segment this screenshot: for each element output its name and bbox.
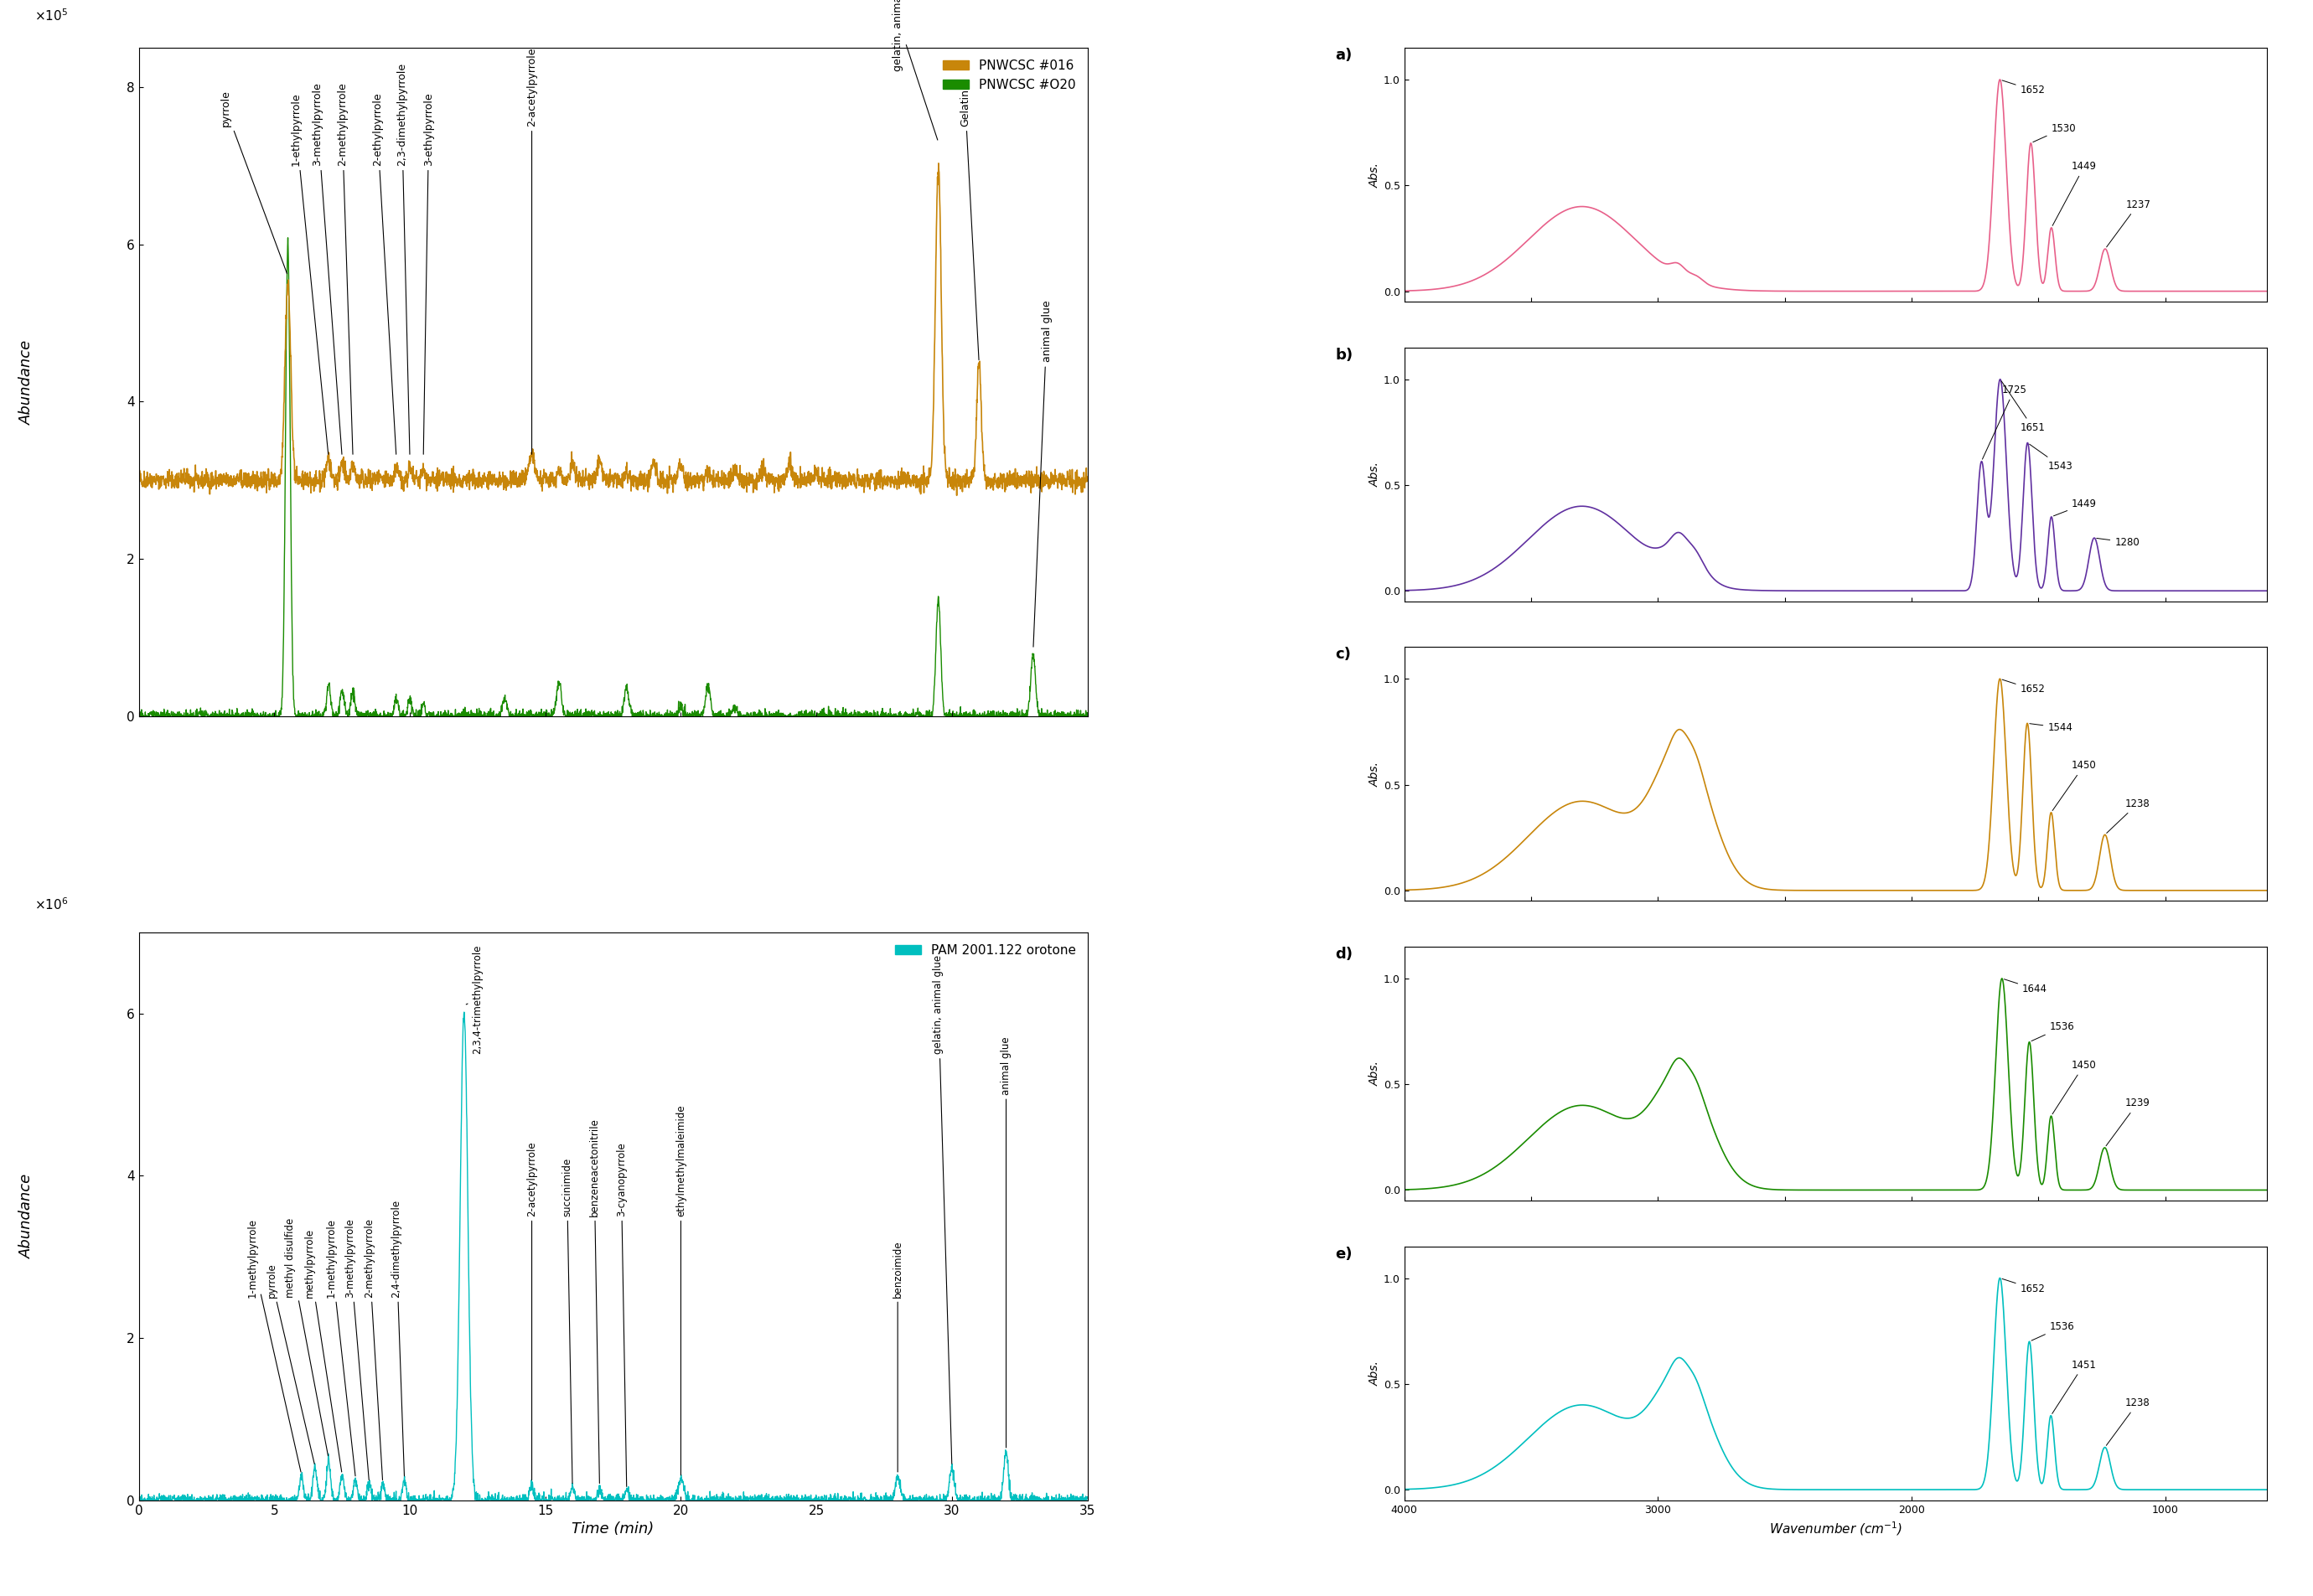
Text: 3-cyanopyrrole: 3-cyanopyrrole bbox=[615, 1141, 627, 1486]
Text: 1450: 1450 bbox=[2052, 1060, 2096, 1114]
Text: 2,3-dimethylpyrrole: 2,3-dimethylpyrrole bbox=[396, 62, 409, 455]
Text: succinimide: succinimide bbox=[562, 1157, 574, 1483]
Y-axis label: Abundance: Abundance bbox=[19, 340, 35, 425]
Y-axis label: Abs.: Abs. bbox=[1369, 163, 1381, 187]
Text: 1543: 1543 bbox=[2029, 444, 2072, 471]
Text: 2-ethylpyrrole: 2-ethylpyrrole bbox=[372, 93, 396, 455]
Text: 1536: 1536 bbox=[2031, 1021, 2075, 1041]
Text: d): d) bbox=[1335, 946, 1353, 962]
Text: 1449: 1449 bbox=[2054, 498, 2098, 516]
Text: ethylmethylmaleimide: ethylmethylmaleimide bbox=[675, 1104, 687, 1475]
Text: 1238: 1238 bbox=[2107, 1398, 2151, 1446]
Text: 1-methylpyrrole: 1-methylpyrrole bbox=[247, 1218, 301, 1472]
Legend: PNWCSC #016, PNWCSC #O20: PNWCSC #016, PNWCSC #O20 bbox=[939, 54, 1080, 96]
Text: b): b) bbox=[1335, 348, 1353, 362]
Text: 1651: 1651 bbox=[2001, 381, 2045, 434]
Y-axis label: Abs.: Abs. bbox=[1369, 461, 1381, 487]
Text: benzeneacetonitrile: benzeneacetonitrile bbox=[590, 1117, 599, 1483]
Text: 1544: 1544 bbox=[2029, 721, 2072, 733]
Text: animal glue: animal glue bbox=[1034, 300, 1052, 646]
Text: $\times10^5$: $\times10^5$ bbox=[35, 8, 67, 24]
Text: 1530: 1530 bbox=[2033, 123, 2077, 142]
Text: pyrrole: pyrrole bbox=[220, 89, 287, 273]
Y-axis label: Abundance: Abundance bbox=[19, 1175, 35, 1259]
Text: 3-methylpyrrole: 3-methylpyrrole bbox=[345, 1218, 370, 1479]
Text: 1450: 1450 bbox=[2052, 760, 2096, 811]
Text: 1-methylpyrrole: 1-methylpyrrole bbox=[326, 1218, 356, 1476]
Text: a): a) bbox=[1335, 48, 1353, 62]
Text: pyrrole: pyrrole bbox=[266, 1262, 315, 1464]
Text: $\times10^6$: $\times10^6$ bbox=[35, 897, 69, 913]
Text: 3-methylpyrrole: 3-methylpyrrole bbox=[312, 83, 342, 455]
Text: 1652: 1652 bbox=[2003, 80, 2045, 96]
Text: Gelatin: Gelatin bbox=[960, 89, 978, 361]
Text: 1644: 1644 bbox=[2003, 980, 2047, 994]
Text: 1652: 1652 bbox=[2003, 680, 2045, 694]
Text: 3-ethylpyrrole: 3-ethylpyrrole bbox=[423, 93, 435, 455]
Text: 1-ethylpyrrole: 1-ethylpyrrole bbox=[291, 93, 328, 455]
Text: 1237: 1237 bbox=[2107, 200, 2151, 247]
Y-axis label: Abs.: Abs. bbox=[1369, 1361, 1381, 1385]
Text: 2-acetylpyrrole: 2-acetylpyrrole bbox=[527, 1141, 537, 1479]
Y-axis label: Abs.: Abs. bbox=[1369, 761, 1381, 787]
Text: 2,4-dimethylpyrrole: 2,4-dimethylpyrrole bbox=[391, 1199, 405, 1476]
Text: benzoimide: benzoimide bbox=[893, 1240, 902, 1472]
Text: methyl disulfide: methyl disulfide bbox=[284, 1218, 328, 1456]
Text: 2-acetylpyrrole: 2-acetylpyrrole bbox=[527, 48, 537, 455]
Text: 1451: 1451 bbox=[2052, 1360, 2096, 1414]
X-axis label: Time (min): Time (min) bbox=[571, 1521, 655, 1537]
Text: 2,3,4-trimethylpyrrole: 2,3,4-trimethylpyrrole bbox=[467, 945, 483, 1053]
Text: c): c) bbox=[1335, 646, 1351, 662]
Text: gelatin, animal glue: gelatin, animal glue bbox=[893, 0, 937, 140]
Text: animal glue: animal glue bbox=[1002, 1036, 1011, 1448]
Text: 1238: 1238 bbox=[2107, 798, 2151, 833]
Text: 1536: 1536 bbox=[2031, 1321, 2075, 1341]
Legend: PAM 2001.122 orotone: PAM 2001.122 orotone bbox=[891, 938, 1080, 961]
Text: 2-methylpyrrole: 2-methylpyrrole bbox=[363, 1218, 382, 1479]
Text: 1239: 1239 bbox=[2107, 1098, 2151, 1146]
X-axis label: Wavenumber (cm$^{-1}$): Wavenumber (cm$^{-1}$) bbox=[1769, 1519, 1901, 1537]
Text: 1725: 1725 bbox=[1982, 385, 2026, 460]
Text: 1449: 1449 bbox=[2052, 161, 2098, 225]
Y-axis label: Abs.: Abs. bbox=[1369, 1061, 1381, 1087]
Text: methylpyrrole: methylpyrrole bbox=[303, 1227, 342, 1472]
Text: 2-methylpyrrole: 2-methylpyrrole bbox=[338, 83, 354, 455]
Text: 1652: 1652 bbox=[2003, 1278, 2045, 1294]
Text: e): e) bbox=[1335, 1246, 1353, 1261]
Text: 1280: 1280 bbox=[2096, 536, 2140, 547]
Text: gelatin, animal glue: gelatin, animal glue bbox=[932, 954, 953, 1464]
